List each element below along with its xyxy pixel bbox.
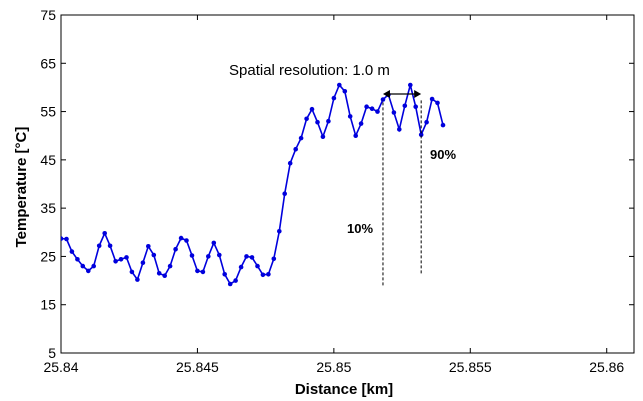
data-point xyxy=(102,231,107,236)
y-tick-label: 5 xyxy=(48,345,56,361)
ninety-percent-label: 90% xyxy=(430,147,456,162)
x-tick-label: 25.85 xyxy=(316,359,351,375)
data-point xyxy=(435,100,440,106)
x-tick-label: 25.84 xyxy=(43,359,78,375)
data-point xyxy=(293,146,299,152)
data-point xyxy=(233,278,238,283)
data-point xyxy=(135,277,140,282)
series-group xyxy=(61,82,446,287)
data-point xyxy=(424,119,429,125)
data-point xyxy=(358,121,364,126)
y-tick-label: 35 xyxy=(40,200,56,216)
data-point xyxy=(124,255,129,260)
data-point xyxy=(200,269,206,275)
data-point xyxy=(195,268,200,274)
data-point xyxy=(91,263,96,269)
data-point xyxy=(397,127,402,132)
data-point xyxy=(162,273,167,279)
y-tick-label: 75 xyxy=(40,7,56,23)
y-tick-label: 45 xyxy=(40,152,56,168)
data-point xyxy=(266,272,271,277)
data-point xyxy=(184,238,189,243)
data-point xyxy=(282,191,288,196)
data-point xyxy=(244,254,249,259)
data-point xyxy=(64,236,69,242)
x-tick-label: 25.855 xyxy=(449,359,492,375)
data-point xyxy=(402,103,408,109)
y-tick-label: 55 xyxy=(40,104,56,120)
y-tick-label: 15 xyxy=(40,297,56,313)
data-point xyxy=(429,96,435,102)
y-axis-label: Temperature [°C] xyxy=(13,127,30,248)
data-point xyxy=(375,109,380,114)
data-point xyxy=(440,122,446,128)
data-point xyxy=(320,134,326,139)
data-point xyxy=(129,269,135,275)
data-point xyxy=(413,104,419,109)
resolution-arrow-left-head xyxy=(382,90,390,98)
data-point xyxy=(86,268,91,274)
resolution-arrow-right-head xyxy=(414,90,422,98)
axis-ticks: 25.84 25.845 25.85 25.855 25.86 5 15 25 35 45 55 65… xyxy=(40,7,634,375)
data-point xyxy=(146,244,151,249)
data-point xyxy=(309,106,315,112)
y-tick-label: 65 xyxy=(40,55,56,71)
data-point xyxy=(61,236,64,241)
data-point xyxy=(80,263,86,269)
data-point xyxy=(326,118,331,124)
series-line xyxy=(61,83,444,286)
data-point xyxy=(331,95,337,101)
data-point xyxy=(298,135,304,141)
data-point xyxy=(391,110,397,115)
plot-axes xyxy=(60,14,635,354)
x-tick-label: 25.86 xyxy=(589,359,624,375)
data-point xyxy=(287,160,293,166)
data-point xyxy=(227,281,233,287)
data-point xyxy=(167,263,173,269)
data-point xyxy=(260,272,266,278)
data-point xyxy=(315,119,320,125)
data-point xyxy=(255,263,260,269)
data-series xyxy=(61,82,446,287)
data-point xyxy=(342,89,348,94)
data-point xyxy=(96,243,102,249)
data-point xyxy=(418,132,424,137)
data-point xyxy=(369,106,375,111)
data-point xyxy=(75,257,80,262)
ten-percent-label: 10% xyxy=(347,221,373,236)
data-point xyxy=(271,256,277,262)
data-point xyxy=(304,116,309,122)
data-point xyxy=(156,271,162,276)
data-point xyxy=(238,264,244,270)
data-point xyxy=(206,254,211,259)
y-tick-label: 25 xyxy=(40,248,56,264)
data-point xyxy=(189,253,195,258)
data-point xyxy=(151,252,157,258)
data-point xyxy=(211,240,217,246)
data-point xyxy=(222,272,227,277)
data-point xyxy=(140,260,146,266)
data-point xyxy=(178,235,184,241)
resolution-label: Spatial resolution: 1.0 m xyxy=(229,62,390,79)
data-point xyxy=(277,229,282,234)
data-point xyxy=(380,97,386,102)
plot-frame xyxy=(60,14,635,354)
data-point xyxy=(249,255,255,260)
data-point xyxy=(173,246,178,252)
x-axis-label: Distance [km] xyxy=(295,381,393,398)
data-point xyxy=(408,82,413,88)
data-point xyxy=(347,114,353,119)
chart-annotations: Spatial resolution: 1.0 m 10% 90% xyxy=(229,62,456,286)
data-point xyxy=(364,104,369,109)
data-point xyxy=(69,249,75,254)
data-point xyxy=(118,257,124,262)
data-point xyxy=(107,243,113,249)
data-point xyxy=(337,82,342,88)
data-point xyxy=(113,259,118,264)
x-tick-label: 25.845 xyxy=(176,359,219,375)
data-point xyxy=(353,133,359,138)
data-point xyxy=(217,252,222,258)
